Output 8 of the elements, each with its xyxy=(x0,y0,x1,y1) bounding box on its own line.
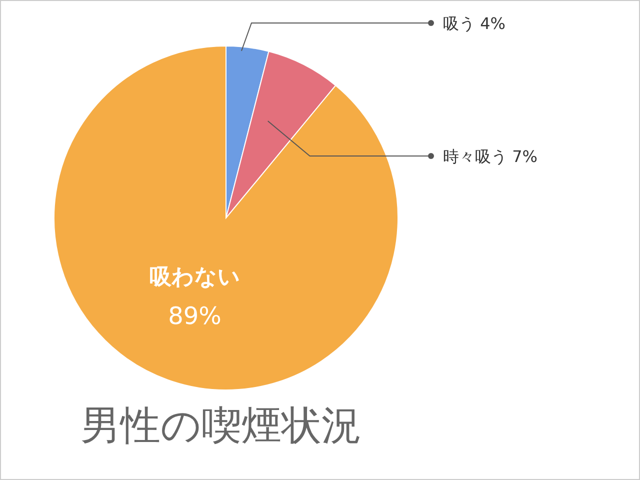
data-label: 7% xyxy=(512,147,538,166)
data-label: 4% xyxy=(480,14,506,33)
slice-label: 吸わない xyxy=(149,264,240,290)
data-label: 89% xyxy=(168,302,222,330)
slice-label: 時々吸う xyxy=(443,147,507,166)
text: 男性の喫煙状況 xyxy=(80,402,362,451)
pie-slice xyxy=(54,46,398,390)
slice-label: 吸う xyxy=(443,14,475,33)
